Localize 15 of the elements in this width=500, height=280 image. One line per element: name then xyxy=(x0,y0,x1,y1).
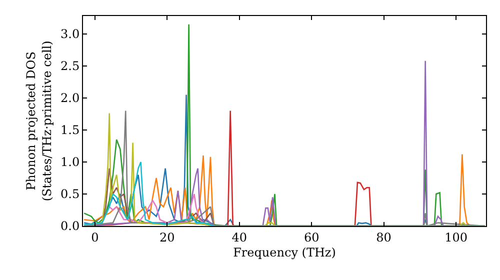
x-tick-label: 100 xyxy=(444,230,468,244)
x-tick-label: 40 xyxy=(232,230,247,244)
y-tick-label: 1.5 xyxy=(60,123,80,138)
x-tick-label: 20 xyxy=(160,230,175,244)
x-tick-label: 0 xyxy=(91,230,99,244)
y-tick-label: 1.0 xyxy=(60,155,80,170)
y-axis-title: Phonon projected DOS (States/THz·primitive cell) xyxy=(24,40,54,202)
y-tick-label: 2.5 xyxy=(60,59,80,74)
x-axis-title: Frequency (THz) xyxy=(233,245,336,260)
y-tick-label: 3.0 xyxy=(60,27,80,42)
x-tick-label: 60 xyxy=(304,230,320,244)
y-tick-label: 2.0 xyxy=(60,91,80,106)
y-tick-label: 0.0 xyxy=(60,219,80,234)
x-tick-label: 80 xyxy=(376,230,392,244)
y-tick-label: 0.5 xyxy=(60,187,80,202)
